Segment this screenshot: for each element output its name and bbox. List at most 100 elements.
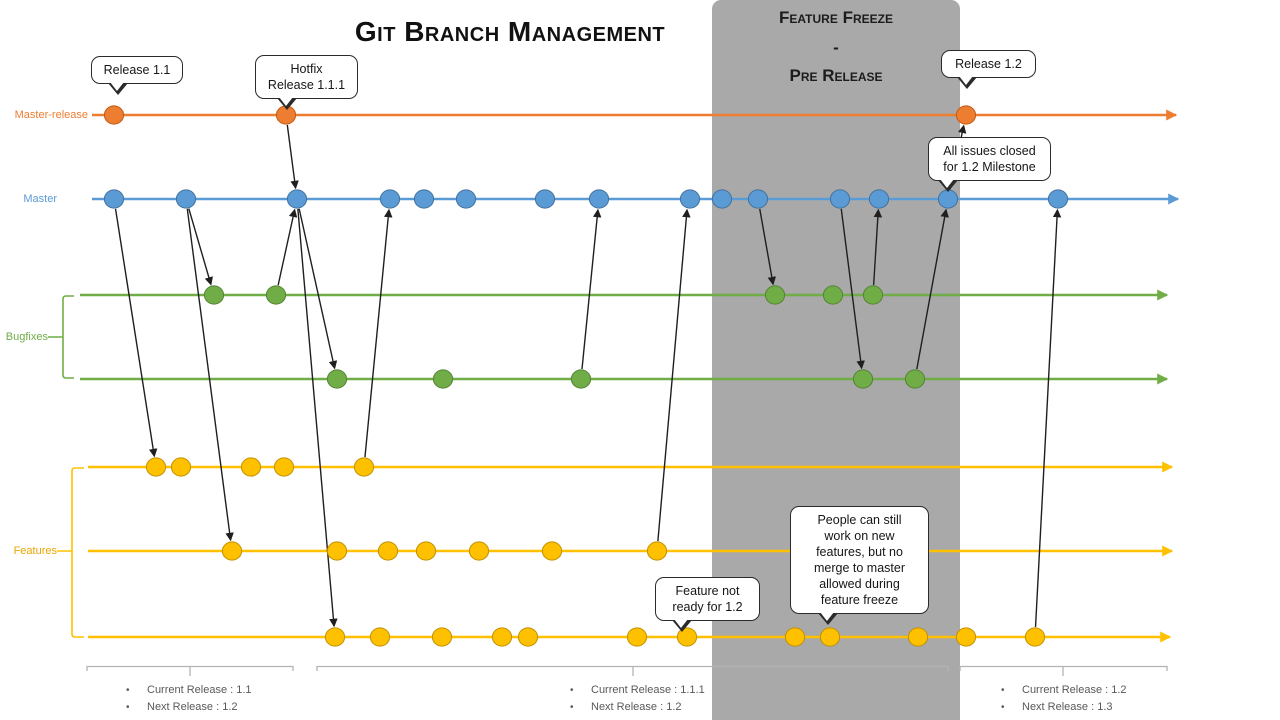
- release-note: • Next Release : 1.2: [126, 699, 252, 716]
- branch-connector: [186, 208, 234, 542]
- commit-dot-master: [379, 189, 401, 209]
- commit-dot-feature-2: [646, 541, 668, 561]
- freeze-band-title-line3: Pre Release: [789, 66, 883, 85]
- commit-dot-feature-2: [541, 541, 563, 561]
- branch-connector: [657, 208, 691, 542]
- callout-text: People can still: [817, 513, 902, 527]
- bullet-icon: •: [570, 685, 574, 696]
- commit-dot-master: [711, 189, 733, 209]
- commit-dot-feature-3: [431, 627, 453, 647]
- lane-label-master: Master: [23, 193, 57, 205]
- commit-dot-bugfix-1: [862, 285, 884, 305]
- callout-tail-fill: [279, 97, 294, 106]
- callout-text: Feature not: [675, 584, 740, 598]
- freeze-band-title-line2: -: [833, 38, 839, 57]
- callout-tail-fill: [820, 612, 835, 621]
- commit-dot-master: [286, 189, 308, 209]
- bullet-icon: •: [570, 702, 574, 713]
- callout-text: All issues closed: [943, 144, 1036, 158]
- commit-dot-master-release: [955, 105, 977, 125]
- callout-tail-fill: [940, 179, 955, 188]
- commit-dot-master: [534, 189, 556, 209]
- commit-dot-feature-2: [377, 541, 399, 561]
- lane-label-master-release: Master-release: [14, 109, 88, 121]
- branch-connector: [759, 208, 776, 286]
- commit-dot-master: [413, 189, 435, 209]
- commit-dot-master: [455, 189, 477, 209]
- branch-connector: [298, 208, 338, 370]
- callout-release-1-1: Release 1.1: [91, 56, 183, 95]
- lane-label-bugfixes: Bugfixes: [5, 331, 48, 343]
- release-notes-group: • Current Release : 1.1 • Next Release : 1.…: [126, 682, 252, 716]
- branch-connector: [840, 208, 865, 370]
- commit-dot-bugfix-1: [265, 285, 287, 305]
- commit-dot-feature-3: [369, 627, 391, 647]
- callout-text: Release 1.1: [103, 63, 171, 77]
- commit-dot-master: [747, 189, 769, 209]
- callout-text: merge to master: [813, 561, 905, 575]
- branch-connector: [277, 208, 298, 286]
- bullet-icon: •: [126, 685, 130, 696]
- callout-text: Release 1.2: [955, 57, 1022, 71]
- commit-dot-bugfix-1: [822, 285, 844, 305]
- commit-dot-bugfix-2: [852, 369, 874, 389]
- release-note: • Current Release : 1.2: [1001, 682, 1127, 699]
- commit-dot-feature-3: [626, 627, 648, 647]
- commit-dot-feature-1: [145, 457, 167, 477]
- release-note: • Current Release : 1.1.1: [570, 682, 705, 699]
- commit-dot-feature-3: [1024, 627, 1046, 647]
- branch-connector: [872, 208, 883, 286]
- release-note: • Current Release : 1.1: [126, 682, 252, 699]
- commit-dot-master: [1047, 189, 1069, 209]
- branch-connector: [364, 208, 393, 458]
- bullet-icon: •: [1001, 702, 1005, 713]
- release-note-text: Next Release : 1.2: [147, 701, 238, 713]
- callout-text: for 1.2 Milestone: [943, 160, 1036, 174]
- branch-connector: [297, 208, 338, 628]
- callout-feature-not-ready: Feature not ready for 1.2: [655, 577, 760, 632]
- callout-text: Release 1.1.1: [267, 78, 346, 92]
- commit-dot-feature-3: [907, 627, 929, 647]
- release-notes-group: • Current Release : 1.1.1 • Next Release : …: [570, 682, 705, 716]
- release-note-text: Current Release : 1.1.1: [591, 684, 705, 696]
- group-bracket-features: [57, 467, 84, 638]
- bullet-icon: •: [126, 702, 130, 713]
- branch-connector: [188, 208, 213, 286]
- commit-dot-bugfix-2: [326, 369, 348, 389]
- commit-dot-master: [868, 189, 890, 209]
- callout-text: allowed during: [819, 577, 900, 591]
- commit-dot-master: [829, 189, 851, 209]
- commit-dot-master: [937, 189, 959, 209]
- commit-dot-bugfix-2: [904, 369, 926, 389]
- commit-dot-master: [588, 189, 610, 209]
- commit-dot-master: [103, 189, 125, 209]
- group-bracket-bugfixes: [48, 295, 74, 379]
- commit-dot-feature-3: [819, 627, 841, 647]
- callout-all-issues-closed: All issues closed for 1.2 Milestone: [928, 137, 1051, 192]
- callout-text: work on new: [824, 529, 895, 543]
- timeline-range-bracket: [959, 665, 1168, 676]
- branch-connector: [916, 208, 949, 370]
- commit-dot-feature-3: [324, 627, 346, 647]
- commit-dot-feature-3: [517, 627, 539, 647]
- commit-dot-feature-2: [468, 541, 490, 561]
- commit-dot-feature-1: [273, 457, 295, 477]
- release-note-text: Current Release : 1.1: [147, 684, 252, 696]
- lane-label-features: Features: [13, 545, 57, 557]
- release-note: • Next Release : 1.3: [1001, 699, 1127, 716]
- commit-dot-feature-1: [170, 457, 192, 477]
- callout-feature-freeze-note: People can still work on new features, but…: [790, 506, 929, 625]
- release-note-text: Current Release : 1.2: [1022, 684, 1127, 696]
- commit-dot-feature-3: [491, 627, 513, 647]
- callout-text: feature freeze: [820, 593, 899, 607]
- commit-dot-feature-3: [955, 627, 977, 647]
- callout-tail-fill: [674, 619, 689, 628]
- commit-dot-bugfix-1: [764, 285, 786, 305]
- commit-dot-master: [175, 189, 197, 209]
- commit-dot-bugfix-2: [570, 369, 592, 389]
- commit-dot-feature-2: [221, 541, 243, 561]
- callout-text: features, but no: [816, 545, 903, 559]
- branch-connector: [1034, 208, 1062, 628]
